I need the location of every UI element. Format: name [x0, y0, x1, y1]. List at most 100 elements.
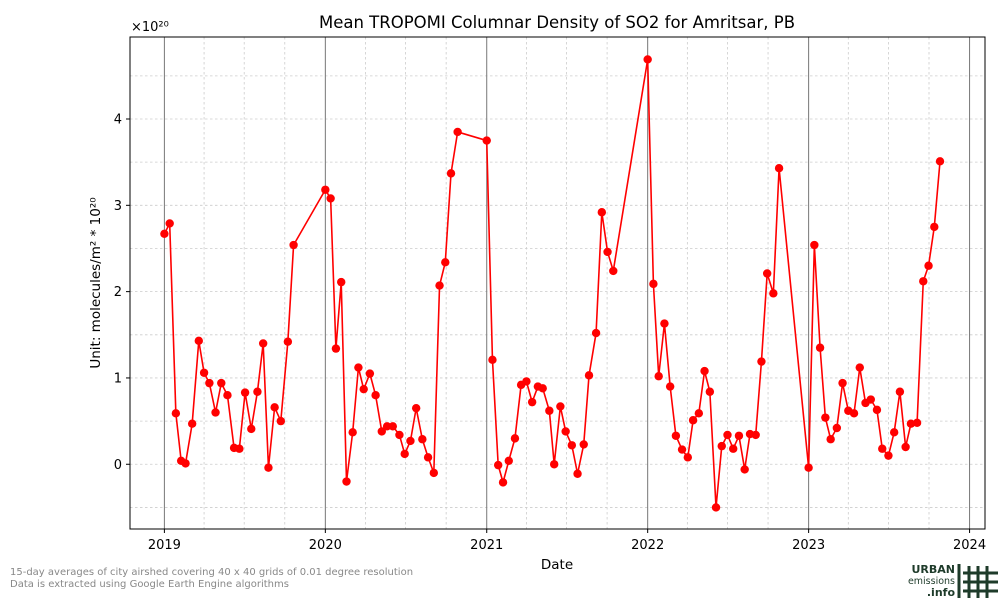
- data-point: [584, 371, 594, 380]
- data-point: [289, 240, 298, 250]
- data-point: [504, 456, 513, 466]
- data-point: [488, 355, 497, 365]
- data-point: [331, 344, 341, 353]
- data-point: [160, 229, 169, 238]
- data-point: [723, 430, 732, 440]
- x-tick-label: 2024: [953, 538, 986, 553]
- data-point: [359, 384, 368, 394]
- series-line: [163, 58, 941, 509]
- x-tick-label: 2020: [309, 538, 342, 553]
- data-point: [649, 279, 658, 289]
- data-point: [423, 453, 433, 462]
- data-point: [665, 382, 675, 391]
- data-point: [774, 164, 784, 173]
- data-point: [832, 423, 842, 433]
- data-point: [510, 434, 520, 443]
- data-point: [711, 503, 721, 512]
- data-point: [377, 427, 386, 436]
- data-point: [388, 422, 398, 431]
- data-point: [270, 403, 279, 412]
- data-point: [826, 435, 835, 444]
- data-point: [354, 363, 363, 372]
- data-point: [365, 369, 375, 378]
- data-point: [446, 169, 456, 178]
- footnote-line-2: Data is extracted using Google Earth Eng…: [10, 579, 289, 590]
- data-point: [561, 427, 570, 436]
- x-axis-ticks: 2019 2020 2021 2022 2023 2024: [148, 529, 986, 553]
- data-point: [400, 449, 409, 459]
- data-point: [849, 409, 859, 418]
- data-point: [821, 413, 830, 422]
- x-tick-label: 2023: [792, 538, 825, 553]
- data-point: [688, 416, 698, 425]
- data-point: [321, 185, 330, 194]
- data-point: [740, 465, 749, 474]
- data-point: [838, 378, 847, 388]
- data-point: [573, 469, 582, 478]
- data-point: [878, 444, 887, 453]
- data-point: [217, 378, 226, 388]
- data-point: [729, 444, 738, 453]
- data-point: [453, 127, 462, 137]
- data-point: [815, 343, 825, 352]
- data-point: [545, 406, 554, 415]
- data-point: [337, 277, 346, 287]
- data-point: [930, 222, 939, 232]
- data-point: [889, 428, 899, 437]
- data-point: [223, 391, 232, 400]
- data-point: [549, 460, 559, 469]
- data-point: [654, 372, 663, 381]
- data-point: [498, 478, 508, 487]
- data-point: [769, 289, 778, 298]
- x-tick-label: 2021: [470, 538, 503, 553]
- data-point: [762, 269, 772, 278]
- data-point: [683, 453, 693, 462]
- grid: [130, 37, 985, 529]
- data-point: [276, 416, 286, 426]
- data-point: [247, 424, 256, 434]
- data-point: [603, 247, 612, 257]
- data-point: [342, 477, 351, 486]
- data-point: [919, 277, 928, 286]
- data-point: [734, 431, 744, 440]
- data-point: [866, 395, 875, 404]
- series-so2: [160, 55, 945, 512]
- logo-text-emissions: emissions: [908, 576, 955, 587]
- data-point: [211, 408, 220, 417]
- data-point: [406, 436, 415, 446]
- data-point: [906, 419, 916, 428]
- data-point: [884, 451, 893, 460]
- data-point: [522, 377, 531, 386]
- plot-frame: [129, 36, 986, 530]
- data-point: [181, 459, 190, 468]
- y-axis-label: Unit: molecules/m² * 10²⁰: [88, 197, 104, 368]
- data-point: [493, 460, 503, 470]
- data-point: [694, 409, 704, 418]
- data-point: [326, 194, 335, 203]
- urban-emissions-logo: URBAN emissions .info: [908, 563, 998, 599]
- data-point: [194, 336, 203, 346]
- data-point: [810, 240, 819, 250]
- data-point: [597, 208, 607, 217]
- data-point: [283, 337, 293, 346]
- data-point: [348, 428, 357, 437]
- data-point: [924, 261, 933, 270]
- data-point: [757, 357, 766, 366]
- data-point: [677, 445, 687, 454]
- data-point: [258, 339, 268, 348]
- data-point: [872, 405, 882, 415]
- logo-text-info: .info: [927, 586, 956, 599]
- data-point: [591, 328, 601, 338]
- data-point: [556, 402, 565, 411]
- data-point: [855, 363, 864, 372]
- y-tick-label: 2: [114, 285, 122, 300]
- data-point: [435, 281, 444, 290]
- data-point: [895, 387, 905, 396]
- hash-grid-icon: [957, 564, 998, 598]
- data-point: [411, 403, 421, 413]
- data-point: [579, 440, 588, 449]
- y-axis-multiplier: ×10²⁰: [131, 20, 169, 35]
- y-axis-ticks: 0 1 2 3 4: [114, 113, 130, 473]
- data-point: [235, 444, 244, 453]
- data-point: [482, 136, 491, 145]
